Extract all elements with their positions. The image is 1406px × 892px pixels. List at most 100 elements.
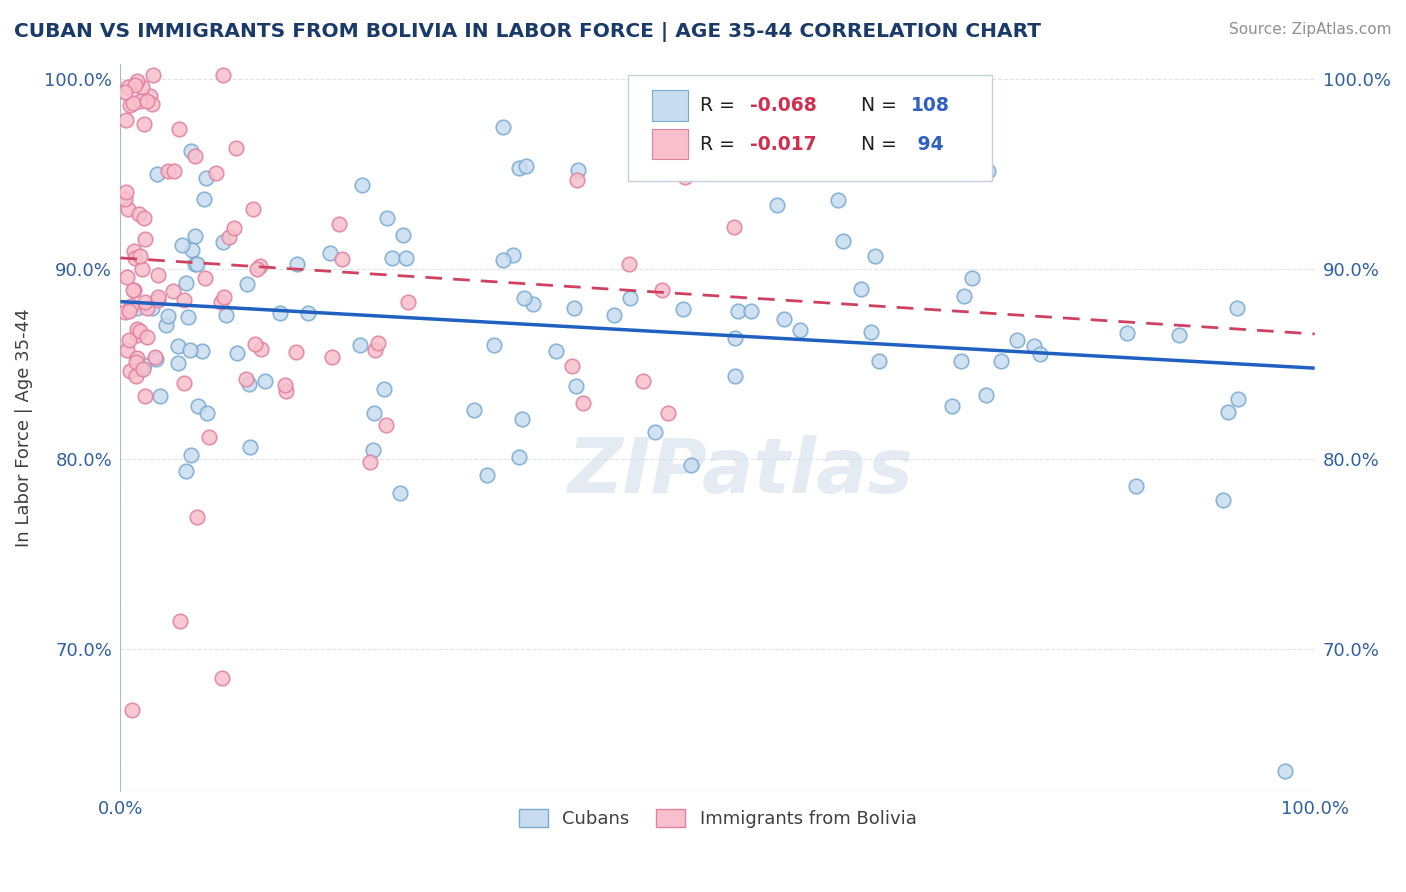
- Point: [148, 290, 170, 304]
- Point: [127, 301, 149, 316]
- Point: [572, 395, 595, 409]
- Point: [128, 361, 150, 376]
- Point: [508, 450, 530, 465]
- Point: [169, 122, 191, 136]
- Point: [236, 277, 259, 292]
- Point: [145, 350, 167, 364]
- Point: [561, 359, 583, 373]
- Point: [142, 69, 165, 83]
- Point: [482, 338, 505, 352]
- Point: [863, 249, 886, 263]
- Point: [117, 79, 139, 94]
- Point: [491, 120, 513, 134]
- Point: [138, 88, 160, 103]
- Point: [941, 399, 963, 413]
- Point: [235, 372, 257, 386]
- Point: [976, 388, 998, 402]
- Point: [297, 306, 319, 320]
- Point: [363, 443, 385, 458]
- Point: [134, 389, 156, 403]
- Point: [122, 96, 145, 111]
- Point: [118, 303, 141, 318]
- Point: [122, 283, 145, 297]
- Point: [125, 74, 148, 88]
- Point: [197, 406, 219, 420]
- Point: [513, 291, 536, 305]
- Point: [122, 244, 145, 258]
- Point: [184, 229, 207, 244]
- Point: [724, 331, 747, 345]
- Point: [375, 418, 398, 433]
- Text: N =: N =: [860, 96, 903, 115]
- Bar: [652, 128, 688, 160]
- Point: [122, 283, 145, 297]
- Point: [633, 374, 655, 388]
- Point: [396, 295, 419, 310]
- Point: [118, 98, 141, 112]
- Point: [274, 378, 297, 392]
- Point: [860, 325, 883, 339]
- Point: [1005, 333, 1028, 347]
- Point: [321, 350, 343, 364]
- Point: [740, 303, 762, 318]
- Point: [114, 113, 136, 128]
- Point: [1274, 764, 1296, 778]
- Point: [510, 411, 533, 425]
- Point: [194, 271, 217, 285]
- Point: [328, 217, 350, 231]
- Point: [218, 229, 240, 244]
- Point: [174, 276, 197, 290]
- Point: [129, 94, 152, 108]
- Point: [205, 166, 228, 180]
- Point: [603, 308, 626, 322]
- Point: [115, 186, 138, 200]
- Point: [135, 301, 157, 315]
- Text: 94: 94: [911, 135, 943, 153]
- Point: [389, 486, 412, 500]
- Point: [284, 345, 307, 359]
- Point: [173, 293, 195, 307]
- Point: [146, 167, 169, 181]
- Point: [209, 295, 232, 310]
- Point: [191, 343, 214, 358]
- Point: [174, 464, 197, 478]
- Point: [242, 202, 264, 216]
- Point: [118, 364, 141, 378]
- Point: [675, 169, 697, 184]
- Point: [1116, 326, 1139, 341]
- Point: [246, 262, 269, 277]
- Point: [515, 159, 537, 173]
- Point: [131, 261, 153, 276]
- Point: [132, 358, 155, 372]
- Point: [562, 301, 585, 316]
- Point: [141, 301, 163, 315]
- Point: [491, 253, 513, 268]
- Point: [114, 192, 136, 206]
- Text: N =: N =: [860, 135, 903, 153]
- Point: [990, 354, 1012, 368]
- Point: [135, 94, 157, 108]
- Point: [141, 97, 163, 112]
- Point: [193, 192, 215, 206]
- Legend: Cubans, Immigrants from Bolivia: Cubans, Immigrants from Bolivia: [512, 802, 924, 835]
- Point: [567, 163, 589, 178]
- Point: [349, 338, 371, 352]
- Point: [115, 269, 138, 284]
- Point: [129, 324, 152, 338]
- Point: [179, 343, 201, 358]
- Point: [183, 149, 205, 163]
- Point: [508, 161, 530, 175]
- Point: [364, 343, 387, 357]
- Point: [976, 163, 998, 178]
- Point: [617, 257, 640, 271]
- Y-axis label: In Labor Force | Age 35-44: In Labor Force | Age 35-44: [15, 309, 32, 548]
- Text: CUBAN VS IMMIGRANTS FROM BOLIVIA IN LABOR FORCE | AGE 35-44 CORRELATION CHART: CUBAN VS IMMIGRANTS FROM BOLIVIA IN LABO…: [14, 22, 1040, 42]
- Point: [211, 235, 233, 249]
- Point: [475, 467, 498, 482]
- Point: [186, 510, 208, 524]
- Point: [180, 144, 202, 158]
- Point: [962, 271, 984, 285]
- Point: [166, 356, 188, 370]
- Point: [127, 321, 149, 335]
- Point: [225, 141, 247, 155]
